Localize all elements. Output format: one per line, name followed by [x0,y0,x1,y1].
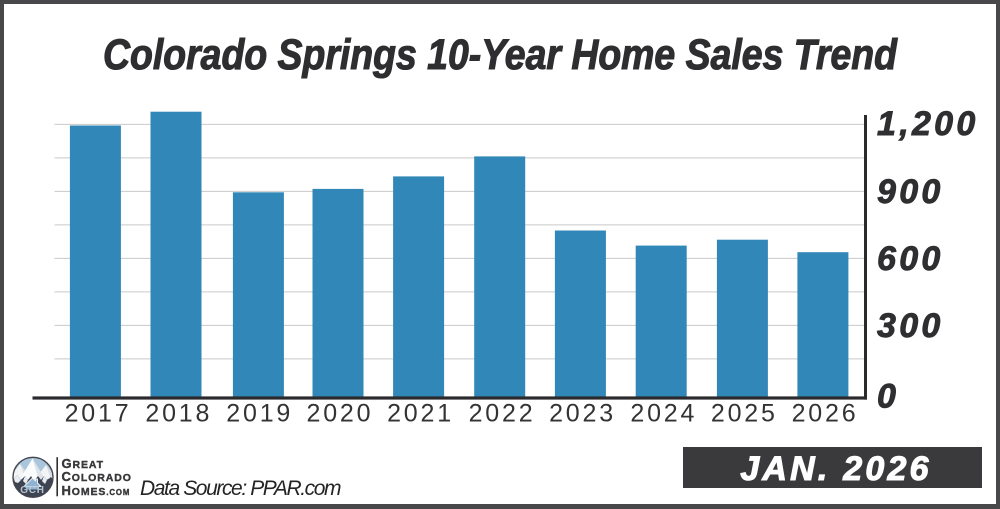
svg-text:600: 600 [877,240,944,278]
svg-text:2024: 2024 [630,399,697,427]
svg-text:COLORADO: COLORADO [62,469,132,484]
svg-text:2018: 2018 [145,399,212,427]
svg-text:2020: 2020 [306,399,373,427]
svg-text:2025: 2025 [711,399,778,427]
svg-text:GCH: GCH [20,485,45,496]
svg-text:2017: 2017 [65,399,132,427]
svg-text:0: 0 [877,378,899,416]
svg-text:2022: 2022 [469,399,536,427]
svg-text:2026: 2026 [792,399,859,427]
svg-text:GREAT: GREAT [62,456,104,471]
svg-text:1,200: 1,200 [877,105,979,143]
svg-text:2021: 2021 [387,399,454,427]
svg-text:2019: 2019 [226,399,293,427]
svg-text:900: 900 [877,173,944,211]
svg-text:300: 300 [877,307,944,345]
svg-text:HOMES.COM: HOMES.COM [62,483,131,498]
svg-text:2023: 2023 [549,399,616,427]
